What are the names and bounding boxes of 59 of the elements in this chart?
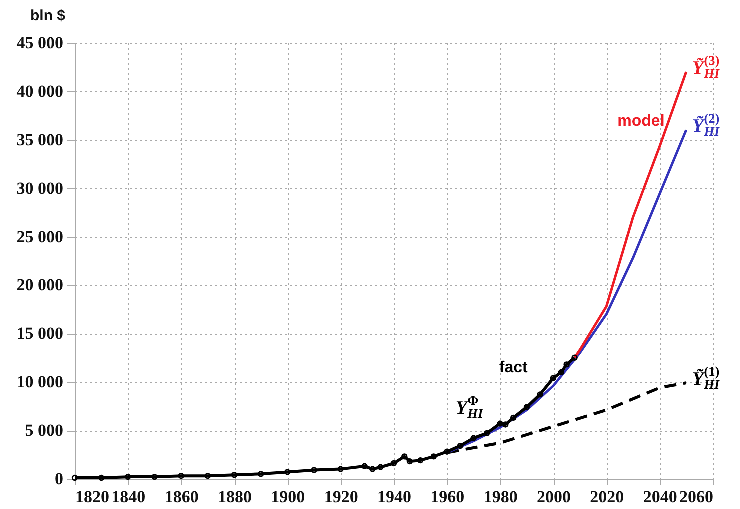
point: [178, 473, 184, 480]
point: [444, 448, 450, 455]
point: [564, 362, 570, 368]
point: [378, 464, 384, 470]
x-tick-label: 1900: [271, 488, 306, 506]
y-tick-label: 30 000: [16, 178, 64, 198]
y-tick-label: 15 000: [16, 324, 64, 344]
point: [125, 474, 132, 480]
x-tick-label: 2040: [643, 488, 678, 506]
point: [338, 466, 344, 472]
point: [457, 442, 464, 450]
point: [572, 354, 578, 361]
x-tick-label: 2000: [537, 488, 571, 506]
point: [484, 430, 490, 437]
point: [362, 463, 368, 470]
point: [550, 375, 557, 382]
point: [502, 422, 509, 428]
annotation: model: [618, 112, 665, 130]
x-tick-label: 1860: [164, 488, 199, 506]
point: [417, 458, 424, 464]
y-tick-label: 5 000: [25, 421, 64, 440]
point: [98, 474, 105, 482]
point: [524, 404, 530, 410]
point: [258, 471, 264, 478]
x-tick-label: 1880: [218, 488, 252, 506]
y-tick-label: 35 000: [16, 130, 64, 150]
point: [510, 414, 517, 422]
x-tick-label: 2020: [590, 488, 624, 506]
x-tick-label: 1840: [112, 488, 146, 506]
annotation: fact: [499, 360, 529, 377]
x-tick-label: 1980: [484, 488, 518, 506]
point: [537, 392, 544, 398]
point: [72, 474, 78, 482]
point: [406, 458, 414, 465]
y-tick-label: 10 000: [16, 372, 64, 392]
point: [430, 454, 437, 460]
y-tick-label: 40 000: [16, 82, 64, 101]
x-tick-label: 1940: [378, 488, 412, 506]
point: [311, 467, 318, 474]
x-tick-label: 2060: [680, 488, 714, 506]
x-tick-label: 1920: [324, 488, 358, 506]
point: [497, 420, 504, 427]
y-axis-title: bln $: [30, 8, 66, 24]
y-tick-label: 45 000: [16, 34, 64, 52]
x-tick-label: 1960: [430, 488, 465, 506]
line-series: [574, 70, 688, 360]
point: [390, 460, 398, 467]
point: [152, 474, 158, 480]
point: [470, 435, 477, 442]
point: [402, 454, 408, 460]
point: [231, 472, 238, 478]
y-tick-label: 0: [55, 470, 64, 488]
point: [284, 469, 291, 476]
point: [558, 369, 565, 376]
point: [204, 473, 212, 480]
y-tick-label: 25 000: [16, 227, 64, 246]
y-tick-label: 20 000: [16, 276, 64, 295]
x-tick-label: 1820: [76, 488, 110, 506]
point: [370, 466, 376, 472]
